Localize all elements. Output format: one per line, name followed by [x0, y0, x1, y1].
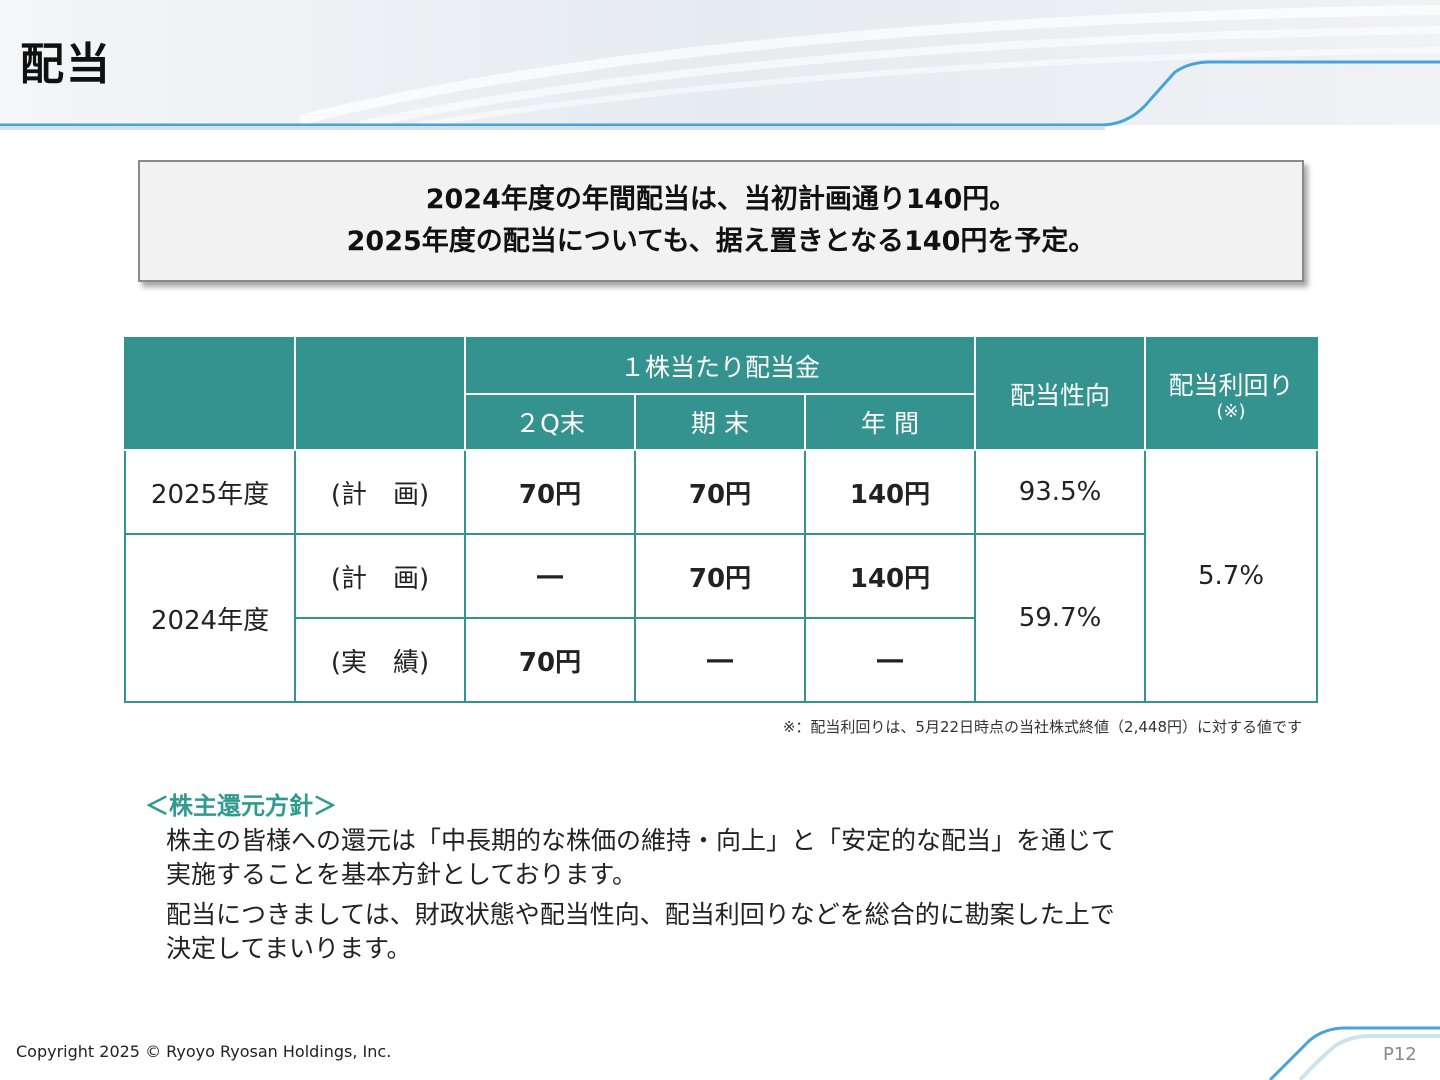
policy-p1-line2: 実施することを基本方針としております。 [166, 860, 638, 889]
cell-year: 2024年度 [124, 533, 296, 703]
cell-annual: 140円 [803, 533, 977, 619]
header-payout-ratio: 配当性向 [974, 337, 1147, 451]
cell-annual: ― [803, 617, 977, 703]
header-dividend-yield-label: 配当利回り [1168, 371, 1294, 400]
footer-decoration [1268, 1026, 1440, 1080]
header-dividend-per-share: １株当たり配当金 [463, 337, 977, 395]
header-blank-type [294, 337, 466, 451]
table-row: (実 績) 70円 ― ― [125, 617, 1317, 703]
cell-payout: 59.7% [974, 533, 1147, 703]
header-dividend-yield-note: (※) [1216, 401, 1246, 422]
summary-box: 2024年度の年間配当は、当初計画通り140円。 2025年度の配当についても、… [138, 160, 1304, 282]
policy-heading: ＜株主還元方針＞ [145, 792, 337, 820]
page-number: P12 [1383, 1044, 1417, 1065]
cell-type: (計 画) [294, 449, 466, 535]
copyright: Copyright 2025 © Ryoyo Ryosan Holdings, … [16, 1042, 392, 1061]
summary-line-1: 2024年度の年間配当は、当初計画通り140円。 [425, 184, 1017, 215]
dividend-table: １株当たり配当金 配当性向 配当利回り (※) ２Q末 期 末 年 間 2025… [124, 337, 1319, 703]
page-title: 配当 [20, 39, 112, 90]
table-row: 2024年度 (計 画) ― 70円 140円 59.7% [124, 533, 1317, 703]
header-blank-year [124, 337, 296, 451]
header-decoration [0, 0, 1440, 130]
header-banner: 配当 [0, 0, 1440, 140]
cell-end: 70円 [634, 533, 806, 619]
cell-type: (実 績) [294, 617, 466, 703]
summary-line-2: 2025年度の配当についても、据え置きとなる140円を予定。 [346, 226, 1096, 257]
yield-footnote: ※：配当利回りは、5月22日時点の当社株式終値（2,448円）に対する値です [782, 718, 1302, 736]
header-dividend-yield: 配当利回り (※) [1144, 337, 1319, 451]
table-row: 2025年度 (計 画) 70円 70円 140円 93.5% 5.7% [124, 449, 1319, 703]
cell-2q: 70円 [464, 617, 636, 703]
policy-p2-line1: 配当につきましては、財政状態や配当性向、配当利回りなどを総合的に勘案した上で [166, 900, 1115, 929]
policy-text: 株主の皆様への還元は「中長期的な株価の維持・向上」と「安定的な配当」を通じて 実… [166, 824, 1266, 972]
cell-2q: ― [464, 533, 636, 619]
header-fiscal-end: 期 末 [634, 393, 806, 451]
cell-end: ― [634, 617, 806, 703]
policy-paragraph-2: 配当につきましては、財政状態や配当性向、配当利回りなどを総合的に勘案した上で 決… [166, 898, 1266, 966]
cell-year: 2025年度 [124, 449, 296, 535]
policy-paragraph-1: 株主の皆様への還元は「中長期的な株価の維持・向上」と「安定的な配当」を通じて 実… [166, 824, 1266, 892]
cell-end: 70円 [634, 449, 806, 535]
policy-p2-line2: 決定してまいります。 [166, 934, 412, 963]
policy-p1-line1: 株主の皆様への還元は「中長期的な株価の維持・向上」と「安定的な配当」を通じて [166, 826, 1117, 855]
cell-annual: 140円 [803, 449, 977, 535]
cell-yield: 5.7% [1144, 449, 1319, 703]
header-annual: 年 間 [803, 393, 977, 451]
header-2q-end: ２Q末 [464, 393, 636, 451]
cell-2q: 70円 [464, 449, 636, 535]
cell-payout: 93.5% [974, 449, 1147, 535]
cell-type: (計 画) [294, 533, 466, 619]
